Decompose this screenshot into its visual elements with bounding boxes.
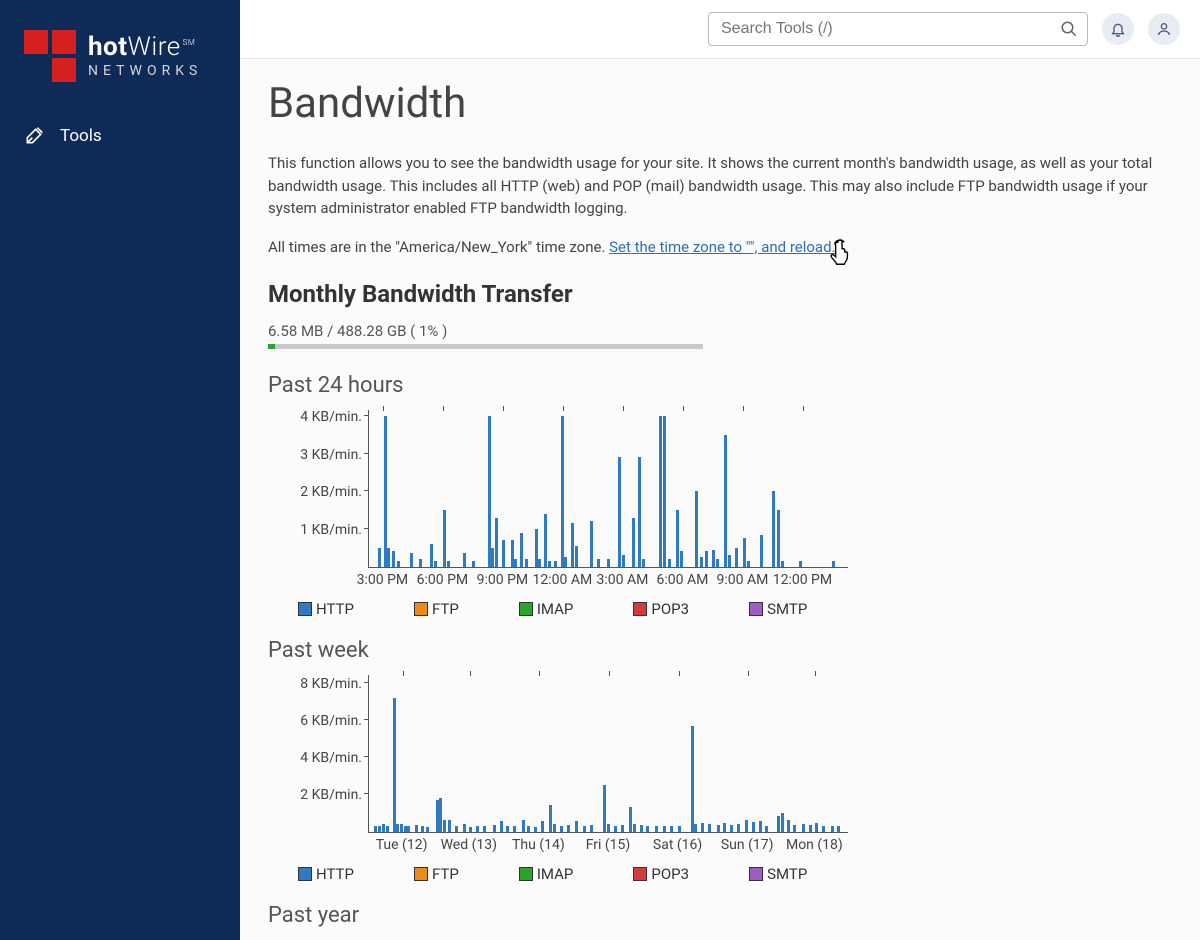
pastyear-heading: Past year <box>268 903 1172 928</box>
legend-item[interactable]: FTP <box>414 865 459 883</box>
monthly-heading: Monthly Bandwidth Transfer <box>268 280 1172 308</box>
page-title: Bandwidth <box>268 79 1172 128</box>
search-icon[interactable] <box>1060 20 1078 38</box>
page-description: This function allows you to see the band… <box>268 152 1172 220</box>
nav-item-label: Tools <box>60 126 102 146</box>
timezone-line: All times are in the "America/New_York" … <box>268 238 1172 256</box>
search-wrap <box>708 12 1088 46</box>
legend-item[interactable]: HTTP <box>298 865 354 883</box>
nav-item-tools[interactable]: Tools <box>0 112 240 160</box>
progress-fill <box>268 344 275 349</box>
main-area: Bandwidth This function allows you to se… <box>240 0 1200 940</box>
logo-icon <box>24 30 76 82</box>
chart-24h: 4 KB/min.3 KB/min.2 KB/min.1 KB/min.3:00… <box>298 410 1172 592</box>
legend-week: HTTP FTP IMAP POP3 SMTP <box>298 865 1172 883</box>
chart-week: 8 KB/min.6 KB/min.4 KB/min.2 KB/min.Tue … <box>298 675 1172 857</box>
legend-24h: HTTP FTP IMAP POP3 SMTP <box>298 600 1172 618</box>
topbar <box>240 0 1200 59</box>
legend-item[interactable]: HTTP <box>298 600 354 618</box>
usage-text: 6.58 MB / 488.28 GB ( 1% ) <box>268 322 1172 340</box>
timezone-link[interactable]: Set the time zone to "", and reload. <box>609 238 835 256</box>
search-input[interactable] <box>708 12 1088 46</box>
chartweek-heading: Past week <box>268 638 1172 663</box>
legend-item[interactable]: POP3 <box>633 865 689 883</box>
user-icon <box>1156 21 1172 37</box>
legend-item[interactable]: SMTP <box>749 865 807 883</box>
logo-text: hotWireSM NETWORKS <box>88 34 202 78</box>
progress-bar <box>268 344 703 349</box>
legend-item[interactable]: SMTP <box>749 600 807 618</box>
notifications-button[interactable] <box>1102 13 1134 45</box>
tools-icon <box>24 126 44 146</box>
legend-item[interactable]: IMAP <box>519 600 574 618</box>
brand-logo: hotWireSM NETWORKS <box>0 30 240 112</box>
legend-item[interactable]: IMAP <box>519 865 574 883</box>
content: Bandwidth This function allows you to se… <box>240 59 1200 940</box>
sidebar: hotWireSM NETWORKS Tools <box>0 0 240 940</box>
chart24-heading: Past 24 hours <box>268 373 1172 398</box>
legend-item[interactable]: POP3 <box>633 600 689 618</box>
bell-icon <box>1110 21 1126 37</box>
user-button[interactable] <box>1148 13 1180 45</box>
legend-item[interactable]: FTP <box>414 600 459 618</box>
